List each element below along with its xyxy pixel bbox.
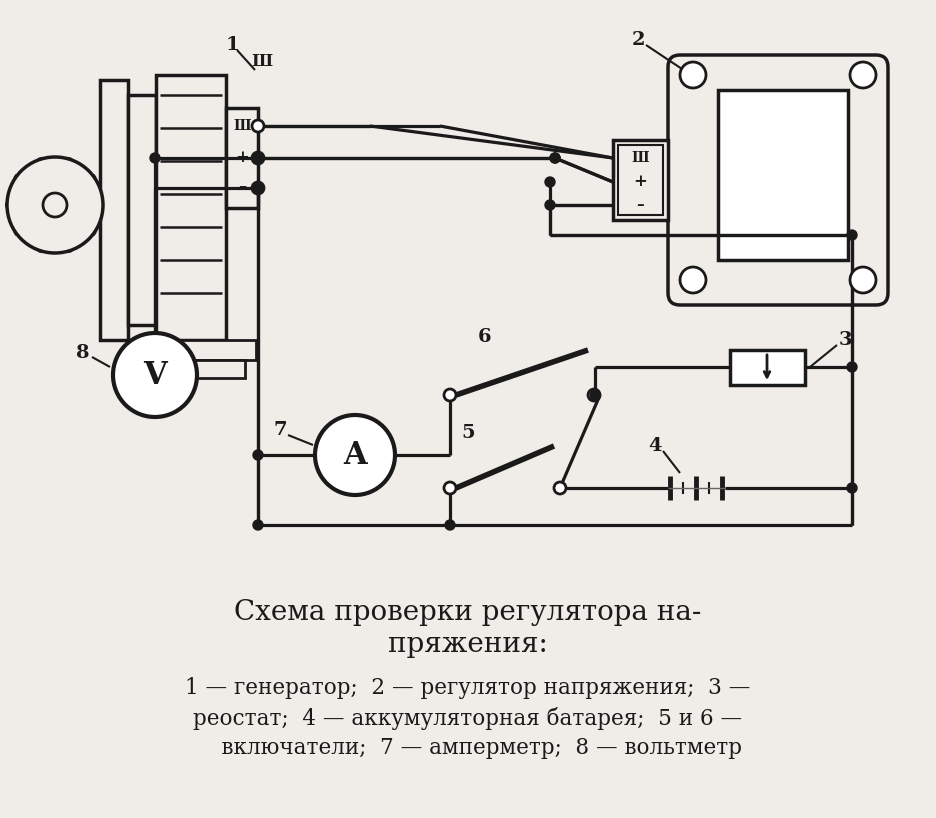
Circle shape <box>7 157 103 253</box>
FancyBboxPatch shape <box>668 55 888 305</box>
Bar <box>226 108 258 208</box>
Circle shape <box>253 153 263 163</box>
Text: пряжения:: пряжения: <box>388 631 548 658</box>
Bar <box>156 75 226 340</box>
Circle shape <box>253 153 263 163</box>
Text: 6: 6 <box>478 328 491 346</box>
Circle shape <box>550 153 560 163</box>
Text: реостат;  4 — аккумуляторная батарея;  5 и 6 —: реостат; 4 — аккумуляторная батарея; 5 и… <box>194 707 742 730</box>
Bar <box>100 80 128 340</box>
Circle shape <box>113 333 197 417</box>
Circle shape <box>588 389 600 401</box>
Text: Ш: Ш <box>252 53 272 70</box>
Text: включатели;  7 — амперметр;  8 — вольтметр: включатели; 7 — амперметр; 8 — вольтметр <box>194 737 742 759</box>
Circle shape <box>590 390 600 400</box>
Text: A: A <box>344 439 367 470</box>
Text: 3: 3 <box>838 331 852 349</box>
Circle shape <box>253 450 263 460</box>
Circle shape <box>252 120 264 132</box>
Circle shape <box>445 520 455 530</box>
Text: 2: 2 <box>631 31 645 49</box>
Circle shape <box>847 362 857 372</box>
Bar <box>156 340 256 360</box>
Circle shape <box>315 415 395 495</box>
Text: +: + <box>633 173 647 191</box>
Bar <box>128 95 156 325</box>
Text: V: V <box>143 359 167 390</box>
Circle shape <box>554 482 566 494</box>
Circle shape <box>680 267 706 293</box>
Text: Схема проверки регулятора на-: Схема проверки регулятора на- <box>234 600 702 627</box>
Text: +: + <box>235 150 249 167</box>
Circle shape <box>253 183 263 193</box>
Circle shape <box>444 482 456 494</box>
Bar <box>165 360 245 378</box>
Bar <box>718 90 848 260</box>
Circle shape <box>252 182 264 194</box>
Circle shape <box>680 62 706 88</box>
Circle shape <box>550 153 560 163</box>
Text: Ш: Ш <box>233 119 251 133</box>
Text: 4: 4 <box>649 437 662 455</box>
Text: Ш: Ш <box>631 151 649 165</box>
Circle shape <box>252 152 264 164</box>
Text: 5: 5 <box>461 424 475 442</box>
Circle shape <box>150 153 160 163</box>
Circle shape <box>545 177 555 187</box>
Circle shape <box>43 193 67 217</box>
Text: –: – <box>238 179 246 196</box>
Circle shape <box>847 230 857 240</box>
Circle shape <box>253 183 263 193</box>
Circle shape <box>253 520 263 530</box>
Bar <box>618 145 663 215</box>
Text: 1: 1 <box>226 36 239 54</box>
Circle shape <box>444 389 456 401</box>
Circle shape <box>545 200 555 210</box>
Text: –: – <box>636 198 644 212</box>
Bar <box>613 140 668 220</box>
Circle shape <box>847 483 857 493</box>
Circle shape <box>850 62 876 88</box>
Text: 8: 8 <box>76 344 90 362</box>
Circle shape <box>850 267 876 293</box>
Text: 1 — генератор;  2 — регулятор напряжения;  3 —: 1 — генератор; 2 — регулятор напряжения;… <box>185 677 751 699</box>
Bar <box>730 350 805 385</box>
Text: 7: 7 <box>273 421 286 439</box>
